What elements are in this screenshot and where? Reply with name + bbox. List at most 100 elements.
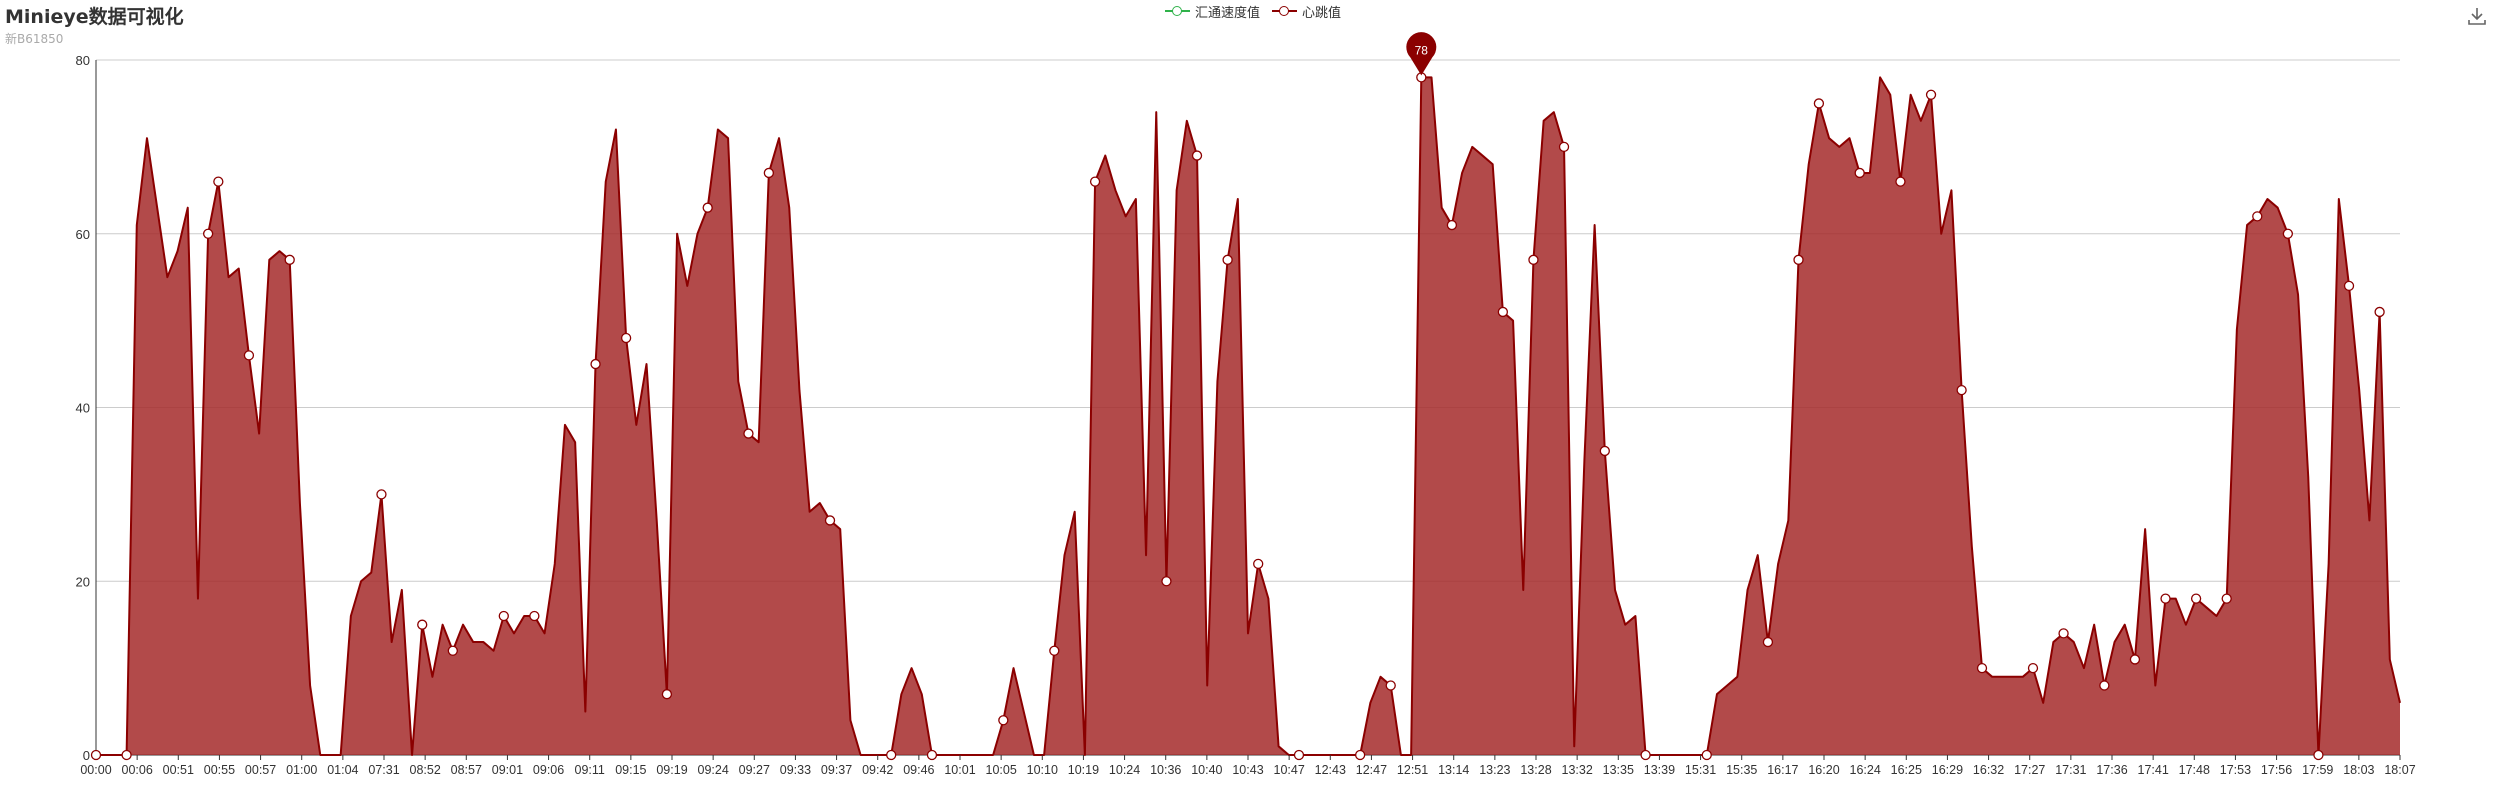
x-tick-label: 10:24: [1109, 763, 1140, 777]
x-tick-label: 01:00: [286, 763, 317, 777]
x-tick-label: 18:03: [2343, 763, 2374, 777]
data-point: [417, 619, 428, 630]
download-icon: [2468, 8, 2486, 25]
data-point: [1793, 254, 1804, 265]
data-point: [1925, 89, 1937, 100]
x-tick-label: 10:19: [1068, 763, 1099, 777]
data-point: [824, 515, 836, 526]
data-point: [1762, 636, 1774, 648]
x-tick-label: 10:05: [986, 763, 1017, 777]
data-point: [213, 176, 224, 187]
chart-title: Minieye数据可视化: [5, 6, 184, 28]
x-tick-label: 17:36: [2096, 763, 2127, 777]
data-point: [1558, 141, 1570, 153]
x-tick-label: 17:27: [2014, 763, 2045, 777]
data-point: [2313, 749, 2324, 761]
data-point: [121, 749, 132, 761]
save-image-button[interactable]: [2466, 5, 2488, 27]
x-tick-label: 00:51: [163, 763, 194, 777]
x-tick-label: 07:31: [368, 763, 399, 777]
data-point: [2160, 593, 2171, 604]
x-tick-label: 09:15: [615, 763, 646, 777]
data-point: [1497, 306, 1509, 318]
legend: 汇通速度值 心跳值: [1165, 0, 1341, 22]
data-point: [1599, 445, 1610, 457]
data-point: [202, 228, 214, 239]
legend-item-speed[interactable]: 汇通速度值: [1165, 2, 1260, 21]
data-point: [1446, 219, 1458, 231]
x-tick-label: 08:52: [410, 763, 441, 777]
x-tick-label: 17:41: [2138, 763, 2169, 777]
legend-marker-speed-icon: [1165, 4, 1190, 18]
x-tick-label: 09:19: [656, 763, 687, 777]
data-point: [998, 715, 1009, 726]
x-tick-label: 12:47: [1356, 763, 1387, 777]
y-tick-label: 40: [76, 401, 90, 416]
x-tick-label: 10:47: [1274, 763, 1305, 777]
data-point: [243, 350, 255, 361]
data-point: [661, 689, 673, 700]
x-tick-label: 13:39: [1644, 763, 1675, 777]
data-point: [376, 489, 387, 500]
x-tick-label: 15:31: [1685, 763, 1716, 777]
max-point-pin-icon: [1406, 32, 1437, 76]
x-tick-label: 10:43: [1232, 763, 1263, 777]
x-tick-label: 09:01: [492, 763, 523, 777]
data-point: [763, 167, 774, 179]
y-tick-label: 20: [76, 574, 90, 589]
data-point: [1293, 749, 1305, 761]
x-tick-label: 16:20: [1808, 763, 1839, 777]
x-tick-label: 16:17: [1767, 763, 1798, 777]
data-point: [1976, 662, 1988, 674]
data-point: [2374, 306, 2385, 318]
data-point: [2058, 628, 2069, 639]
data-point: [2221, 593, 2232, 604]
data-point: [1161, 576, 1172, 587]
data-point: [1528, 254, 1539, 265]
x-tick-label: 09:42: [862, 763, 893, 777]
data-point: [1049, 645, 1060, 656]
data-point: [1895, 176, 1906, 187]
x-tick-label: 00:06: [122, 763, 153, 777]
legend-item-heartbeat[interactable]: 心跳值: [1272, 2, 1341, 21]
y-tick-label: 80: [76, 53, 90, 68]
x-tick-label: 17:59: [2302, 763, 2333, 777]
data-point: [886, 749, 897, 761]
x-tick-label: 18:07: [2384, 763, 2415, 777]
x-tick-label: 10:36: [1150, 763, 1181, 777]
x-tick-label: 12:43: [1315, 763, 1346, 777]
data-point: [529, 610, 540, 622]
data-point: [90, 749, 102, 761]
legend-label-heartbeat: 心跳值: [1302, 5, 1342, 21]
x-tick-label: 13:14: [1438, 763, 1469, 777]
data-point: [926, 749, 938, 761]
x-tick-label: 10:40: [1191, 763, 1222, 777]
x-tick-label: 09:46: [903, 763, 934, 777]
x-tick-label: 09:24: [698, 763, 729, 777]
x-tick-label: 09:27: [739, 763, 770, 777]
data-point: [2190, 593, 2202, 604]
x-tick-label: 09:06: [533, 763, 564, 777]
data-point: [284, 254, 295, 265]
x-tick-label: 09:37: [821, 763, 852, 777]
data-point: [2099, 680, 2110, 691]
data-point: [620, 332, 632, 344]
data-point: [1854, 167, 1865, 179]
x-tick-label: 16:32: [1973, 763, 2004, 777]
x-tick-label: 17:31: [2055, 763, 2086, 777]
x-tick-label: 17:53: [2220, 763, 2251, 777]
x-tick-label: 13:28: [1520, 763, 1551, 777]
x-tick-label: 00:00: [80, 763, 111, 777]
x-tick-label: 12:51: [1397, 763, 1428, 777]
data-point: [743, 428, 754, 439]
data-point: [498, 610, 509, 622]
data-point: [1813, 98, 1825, 109]
data-point: [2027, 662, 2039, 674]
data-point: [1089, 176, 1101, 187]
data-point: [1354, 749, 1366, 761]
data-point: [2343, 280, 2355, 292]
data-point: [1385, 680, 1396, 691]
series-line-heartbeat: [96, 76, 2401, 756]
data-point: [2252, 211, 2263, 222]
